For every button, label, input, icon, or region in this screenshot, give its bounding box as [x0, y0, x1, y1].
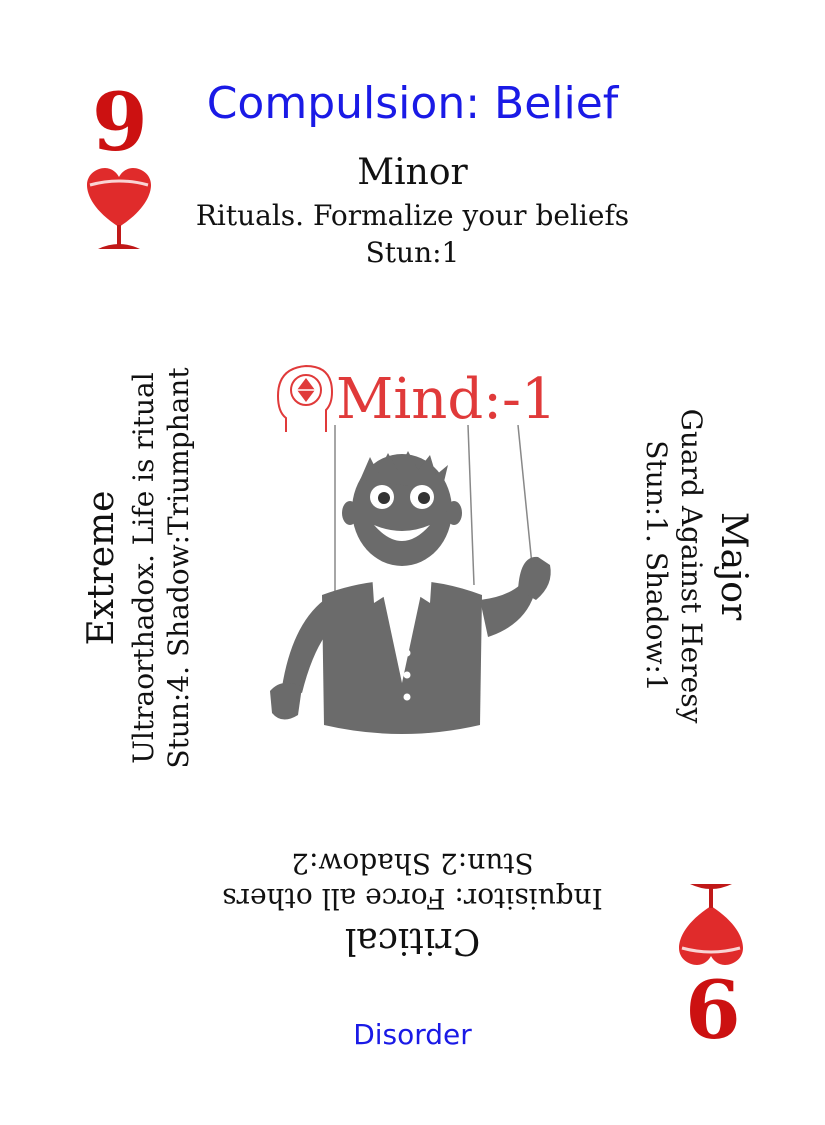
puppet-figure-icon [270, 425, 551, 734]
critical-level-stats: Stun:2 Shadow:2 [291, 847, 534, 880]
major-level-effect: Guard Against Heresy [675, 408, 708, 724]
card-category: Disorder [353, 1018, 472, 1051]
major-level-name: Major [713, 511, 754, 621]
card-rank: 9 [92, 75, 148, 169]
minor-level-stats: Stun:1 [365, 236, 460, 269]
minor-level-effect: Rituals. Formalize your beliefs [195, 199, 630, 232]
card-title: Compulsion: Belief [206, 78, 619, 129]
extreme-level-effect: Ultraorthadox. Life is ritual [127, 372, 160, 764]
heart-chalice-icon-inverted [679, 884, 743, 965]
major-level-block: Major Guard Against Heresy Stun:1. Shado… [639, 408, 754, 724]
minor-level-name: Minor [357, 152, 468, 193]
extreme-level-stats: Stun:4. Shadow:Triumphant [162, 367, 195, 769]
mind-stat: Mind:-1 [336, 367, 557, 432]
major-level-stats: Stun:1. Shadow:1 [640, 440, 673, 692]
extreme-level-block: Extreme Ultraorthadox. Life is ritual St… [81, 367, 196, 769]
extreme-level-name: Extreme [81, 490, 122, 646]
card-rank-inverted: 6 [685, 963, 741, 1057]
mind-head-icon [276, 364, 334, 432]
heart-chalice-icon [87, 168, 151, 249]
